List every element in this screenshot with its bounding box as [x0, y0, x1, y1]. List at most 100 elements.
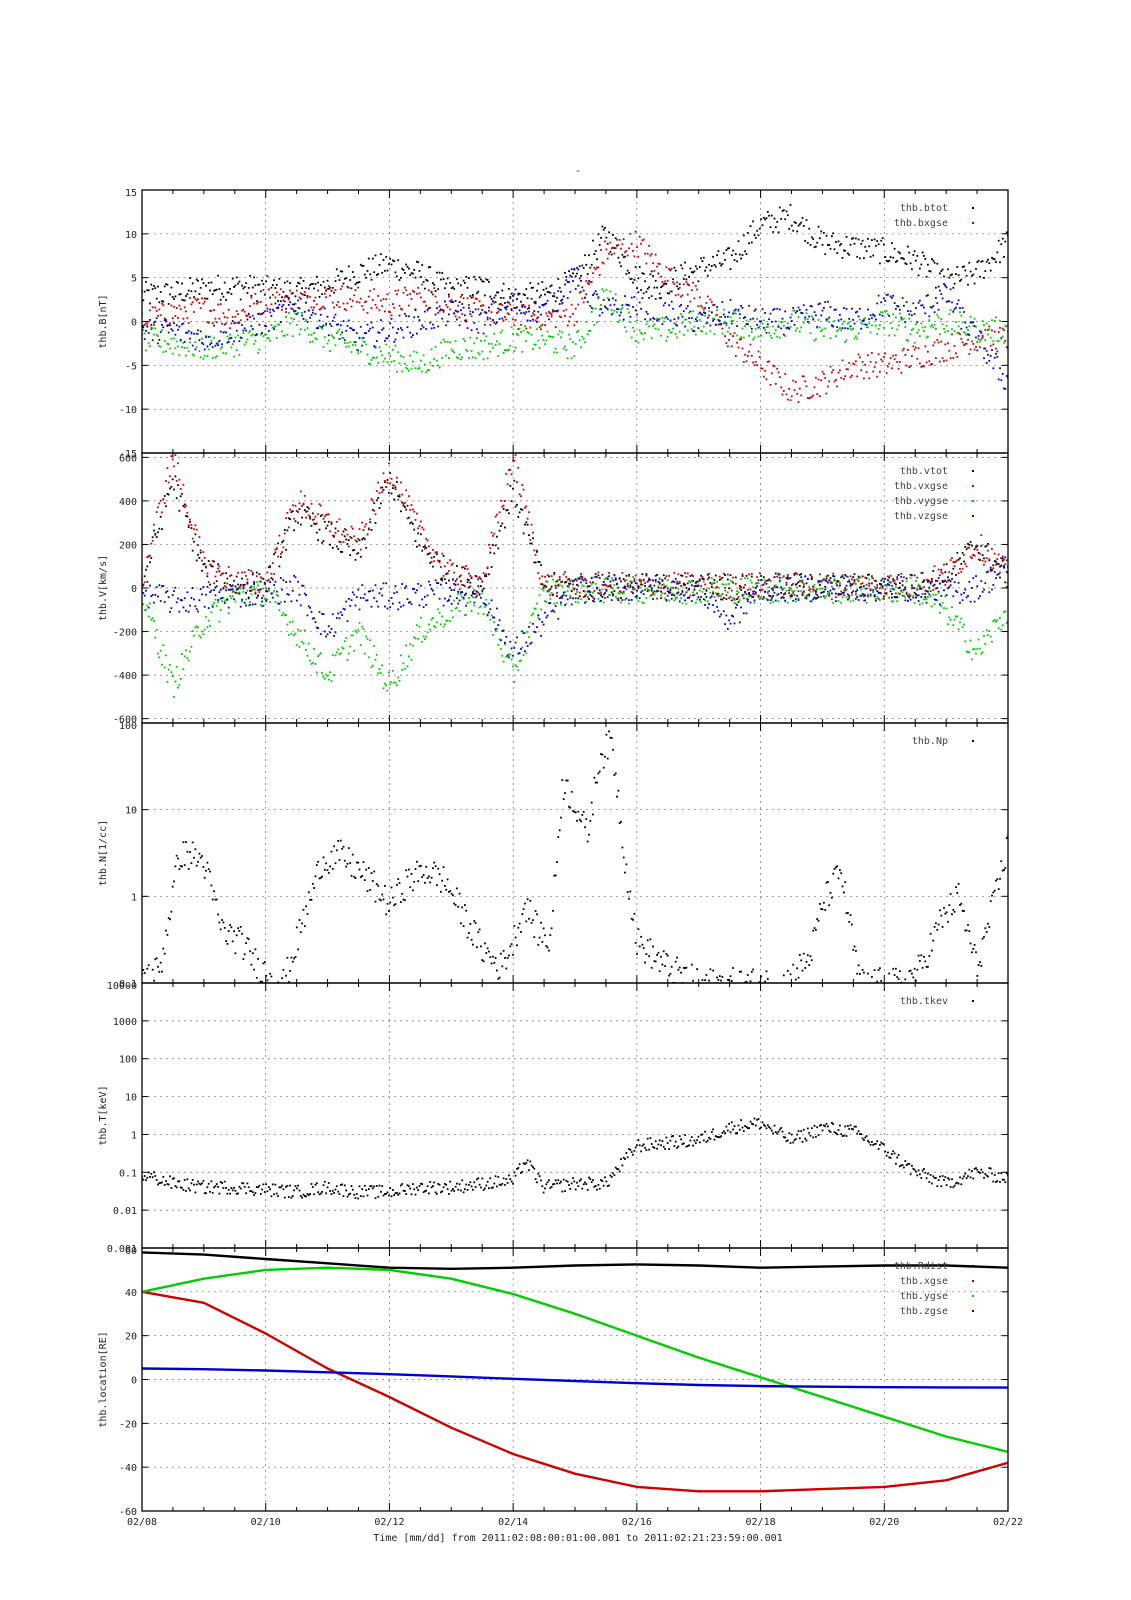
data-point	[327, 334, 330, 337]
data-point	[798, 387, 801, 390]
data-point	[985, 350, 988, 352]
data-point	[306, 614, 309, 617]
data-point	[933, 583, 936, 586]
data-point	[373, 597, 376, 599]
data-point	[453, 287, 456, 290]
data-point	[178, 354, 181, 356]
data-point	[625, 588, 628, 591]
data-point	[836, 580, 839, 582]
data-point	[378, 668, 381, 670]
data-point	[339, 270, 342, 273]
data-point	[665, 339, 668, 342]
data-point	[876, 375, 879, 378]
data-point	[303, 294, 306, 296]
data-point	[873, 595, 876, 598]
data-point	[526, 517, 529, 520]
data-point	[157, 595, 159, 598]
data-point	[757, 326, 760, 329]
data-point	[219, 347, 222, 350]
data-point	[517, 328, 520, 330]
data-point	[306, 296, 309, 299]
data-point	[412, 360, 414, 363]
data-point	[393, 360, 396, 362]
data-point	[694, 602, 697, 604]
data-point	[167, 668, 170, 671]
data-point	[816, 393, 819, 395]
data-point	[358, 301, 361, 304]
data-point	[802, 585, 805, 588]
data-point	[985, 557, 988, 559]
data-point	[440, 341, 442, 344]
data-point	[521, 305, 524, 307]
data-point	[800, 326, 803, 329]
data-point	[191, 587, 194, 589]
data-point	[409, 601, 412, 603]
data-point	[167, 331, 170, 334]
data-point	[991, 329, 993, 332]
data-point	[392, 326, 394, 329]
data-point	[810, 575, 813, 578]
data-point	[821, 591, 824, 594]
data-point	[537, 310, 540, 313]
data-point	[881, 311, 884, 314]
data-point	[569, 315, 572, 318]
data-point	[937, 590, 940, 593]
data-point	[885, 294, 888, 296]
data-point	[661, 317, 664, 319]
data-point	[891, 367, 893, 370]
data-point	[705, 332, 708, 335]
data-point	[871, 575, 873, 578]
data-point	[895, 583, 897, 586]
data-point	[373, 645, 376, 647]
data-point	[852, 362, 855, 365]
data-point	[346, 342, 349, 344]
data-point	[485, 311, 488, 314]
data-point	[468, 572, 470, 575]
data-point	[744, 325, 746, 328]
data-point	[810, 600, 813, 603]
data-point	[955, 574, 957, 576]
data-point	[313, 332, 315, 334]
data-point	[654, 327, 657, 330]
data-point	[465, 349, 468, 351]
data-point	[726, 315, 729, 318]
data-point	[294, 576, 297, 579]
data-point	[614, 596, 617, 598]
data-point	[433, 625, 436, 628]
data-point	[657, 590, 660, 592]
data-point	[819, 237, 821, 240]
data-point	[919, 362, 921, 365]
data-point	[921, 304, 924, 307]
data-point	[430, 561, 433, 563]
data-point	[961, 567, 964, 570]
data-point	[227, 341, 230, 343]
data-point	[549, 285, 552, 288]
data-point	[957, 558, 960, 561]
data-point	[829, 365, 832, 368]
data-point	[717, 595, 720, 598]
data-point	[210, 611, 213, 614]
data-point	[650, 270, 653, 273]
data-point	[832, 232, 835, 235]
data-point	[446, 600, 449, 603]
data-point	[557, 584, 560, 587]
data-point	[323, 286, 326, 289]
data-point	[197, 329, 199, 332]
data-point	[335, 332, 338, 334]
data-point	[904, 596, 907, 599]
data-point	[345, 538, 348, 541]
data-point	[819, 587, 821, 590]
data-point	[594, 307, 597, 310]
data-point	[891, 242, 893, 244]
data-point	[185, 331, 187, 334]
data-point	[760, 320, 762, 323]
data-point	[162, 351, 165, 353]
data-point	[349, 279, 352, 281]
data-point	[396, 293, 398, 296]
data-point	[334, 280, 337, 282]
data-point	[354, 604, 357, 607]
data-point	[291, 292, 294, 295]
data-point	[235, 349, 238, 351]
data-point	[913, 591, 916, 594]
